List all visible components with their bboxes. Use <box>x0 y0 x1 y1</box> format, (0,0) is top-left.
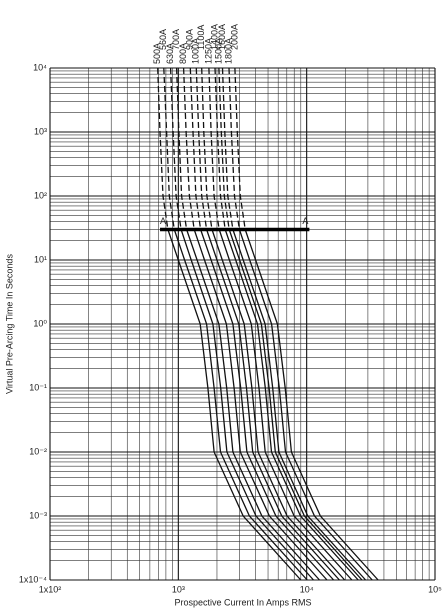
series-label: 2000A <box>229 24 239 50</box>
fuse-curve <box>167 229 302 581</box>
y-tick-label: 1x10⁻⁴ <box>19 574 47 584</box>
series-label: 500A <box>152 43 162 64</box>
fuse-curve <box>157 67 169 230</box>
fuse-curve <box>232 229 367 581</box>
fuse-curve <box>189 67 202 230</box>
fuse-curve <box>199 229 335 581</box>
y-tick-label: 10⁻¹ <box>29 382 47 392</box>
fuse-curve <box>185 229 320 581</box>
fuse-curve <box>208 67 220 230</box>
series-label: 1800A <box>223 38 233 64</box>
series-label: 1400A <box>209 24 219 50</box>
x-tick-label: 1x10² <box>39 584 62 594</box>
series-label: 1500A <box>213 38 223 64</box>
series-label: 900A <box>185 29 195 50</box>
fuse-curve <box>205 229 340 581</box>
y-tick-label: 10² <box>34 190 47 200</box>
x-tick-label: 10³ <box>172 584 185 594</box>
y-tick-label: 10¹ <box>34 254 47 264</box>
series-label: 630A <box>165 43 175 64</box>
fuse-curve <box>173 229 308 581</box>
series-label: 1250A <box>203 38 213 64</box>
fuse-curve <box>193 229 328 581</box>
fuse-curve <box>214 67 226 230</box>
x-axis-label: Prospective Current In Amps RMS <box>174 597 311 607</box>
y-tick-label: 10⁻² <box>29 446 47 456</box>
x-tick-label: 10⁵ <box>428 584 442 594</box>
series-label: 560A <box>158 29 168 50</box>
fuse-curve <box>234 67 246 230</box>
fuse-curve <box>244 229 379 581</box>
series-label: 1100A <box>196 25 206 50</box>
fuse-curve <box>163 67 175 230</box>
series-label: 700A <box>171 29 181 50</box>
fuse-curve <box>218 229 353 581</box>
y-axis-label: Virtual Pre-Arcing Time In Seconds <box>4 254 14 394</box>
reference-label: A <box>302 216 308 226</box>
fuse-curve <box>228 229 363 581</box>
fuse-curve <box>182 67 195 230</box>
fuse-curve <box>201 67 213 230</box>
y-tick-label: 10³ <box>34 126 47 136</box>
fuse-curve <box>238 229 373 581</box>
y-tick-label: 10⁴ <box>33 62 47 72</box>
x-tick-label: 10⁴ <box>300 584 314 594</box>
fuse-curve <box>228 67 241 230</box>
fuse-curve <box>211 229 346 581</box>
fuse-curve <box>180 229 314 581</box>
y-tick-label: 10⁻³ <box>29 510 47 520</box>
series-label: 1600A <box>217 24 227 50</box>
fuse-curve <box>221 67 234 230</box>
fuse-curve <box>195 67 208 230</box>
fuse-curve <box>175 67 188 230</box>
fuse-curve <box>169 67 182 230</box>
series-label: 800A <box>178 43 188 64</box>
y-tick-label: 10⁰ <box>33 318 47 328</box>
series-label: 1000A <box>191 38 201 64</box>
fuse-curve <box>224 229 359 581</box>
fuse-curve <box>218 67 230 230</box>
reference-label: A <box>160 216 166 226</box>
